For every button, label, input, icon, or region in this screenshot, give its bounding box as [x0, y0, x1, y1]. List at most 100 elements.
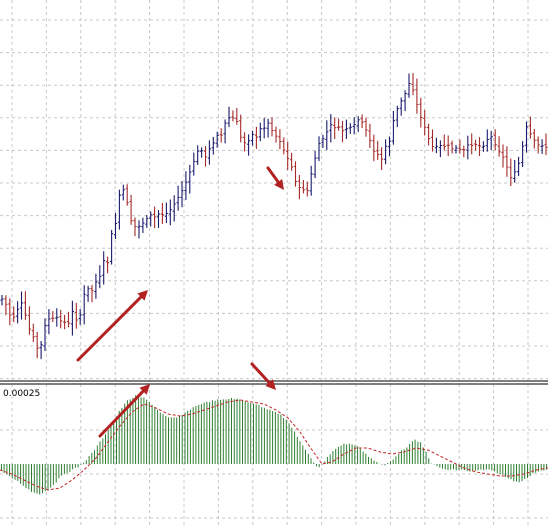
price-bar: [215, 131, 219, 148]
price-bar: [59, 309, 63, 329]
price-bar: [254, 126, 258, 149]
price-bar: [12, 306, 16, 323]
price-bar: [438, 140, 442, 158]
price-bar: [501, 144, 505, 168]
price-bar: [19, 291, 24, 320]
price-bar: [172, 195, 176, 222]
price-bar: [102, 251, 106, 285]
price-bar: [305, 181, 309, 197]
price-bar: [290, 152, 294, 171]
price-bar: [160, 203, 164, 224]
signal-line: [0, 399, 548, 491]
price-bar: [489, 130, 493, 151]
price-bar: [505, 146, 509, 177]
price-bar: [117, 189, 121, 230]
price-bar: [137, 220, 141, 239]
price-bar: [31, 323, 35, 342]
arrow-shaft: [266, 166, 280, 184]
price-bar: [35, 332, 39, 359]
price-bar: [16, 301, 20, 324]
price-bar: [63, 314, 67, 330]
price-bar: [403, 90, 407, 111]
arrow-head: [265, 379, 276, 390]
price-bar: [470, 133, 474, 155]
arrow-shaft: [98, 389, 145, 438]
price-bar: [427, 123, 431, 146]
price-bar: [145, 215, 149, 228]
price-bar: [133, 217, 137, 237]
price-bar: [521, 141, 525, 167]
price-bar: [474, 139, 478, 151]
price-bar: [446, 135, 450, 157]
price-bar: [211, 136, 215, 155]
price-bar: [352, 117, 356, 135]
price-bar: [184, 171, 188, 201]
price-bar: [94, 273, 98, 299]
annotation-arrow: [98, 384, 150, 438]
price-bar: [153, 206, 157, 229]
price-bar: [368, 123, 372, 148]
price-bar: [313, 150, 317, 179]
price-bar: [180, 181, 184, 208]
price-bar: [493, 129, 497, 151]
price-bar: [141, 217, 145, 233]
price-bar: [434, 137, 438, 154]
arrow-head: [137, 290, 148, 301]
price-bar: [380, 147, 384, 170]
price-bar: [454, 144, 458, 154]
price-bar: [176, 185, 180, 211]
price-bar: [481, 141, 485, 152]
price-bar: [227, 106, 231, 128]
price-bar: [47, 309, 51, 335]
price-bar: [376, 140, 380, 160]
price-bar: [462, 145, 466, 158]
price-bar: [524, 121, 529, 153]
price-bar: [200, 147, 204, 158]
price-bar: [282, 137, 286, 155]
price-bar: [78, 309, 82, 325]
price-bar: [360, 114, 364, 128]
price-bar: [86, 285, 90, 302]
price-bar: [419, 97, 423, 128]
price-bar: [387, 136, 392, 157]
price-bar: [423, 110, 427, 136]
price-bar: [250, 130, 255, 146]
price-bar: [348, 123, 352, 134]
price-bar: [317, 136, 321, 162]
price-bar: [203, 146, 208, 167]
price-bar: [395, 105, 399, 128]
price-bar: [477, 137, 482, 156]
price-bar: [196, 145, 200, 165]
price-bar: [415, 78, 419, 114]
price-bar: [43, 318, 47, 351]
price-bar: [82, 285, 86, 325]
price-bar: [98, 265, 102, 289]
price-bar: [90, 284, 94, 303]
price-bar: [55, 308, 59, 327]
price-bar: [39, 341, 43, 360]
price-bar: [301, 180, 305, 194]
price-bar: [278, 129, 282, 150]
price-bar: [485, 129, 489, 152]
price-bar: [149, 211, 153, 227]
price-bar: [0, 294, 4, 306]
price-bar: [192, 152, 196, 176]
annotation-arrow: [76, 290, 148, 362]
price-bar: [4, 295, 8, 316]
price-bar: [274, 126, 278, 143]
price-bar: [74, 302, 78, 329]
price-bar: [517, 156, 521, 177]
price-bar: [340, 121, 345, 143]
price-bar: [270, 117, 274, 137]
price-bar: [411, 73, 415, 96]
arrow-head: [274, 179, 284, 190]
annotation-arrows: [76, 166, 284, 438]
price-bar: [407, 73, 411, 98]
price-bar: [66, 311, 71, 328]
annotation-arrow: [250, 362, 276, 390]
price-bar: [513, 160, 517, 183]
price-bar: [442, 134, 446, 151]
price-bar: [235, 108, 239, 125]
